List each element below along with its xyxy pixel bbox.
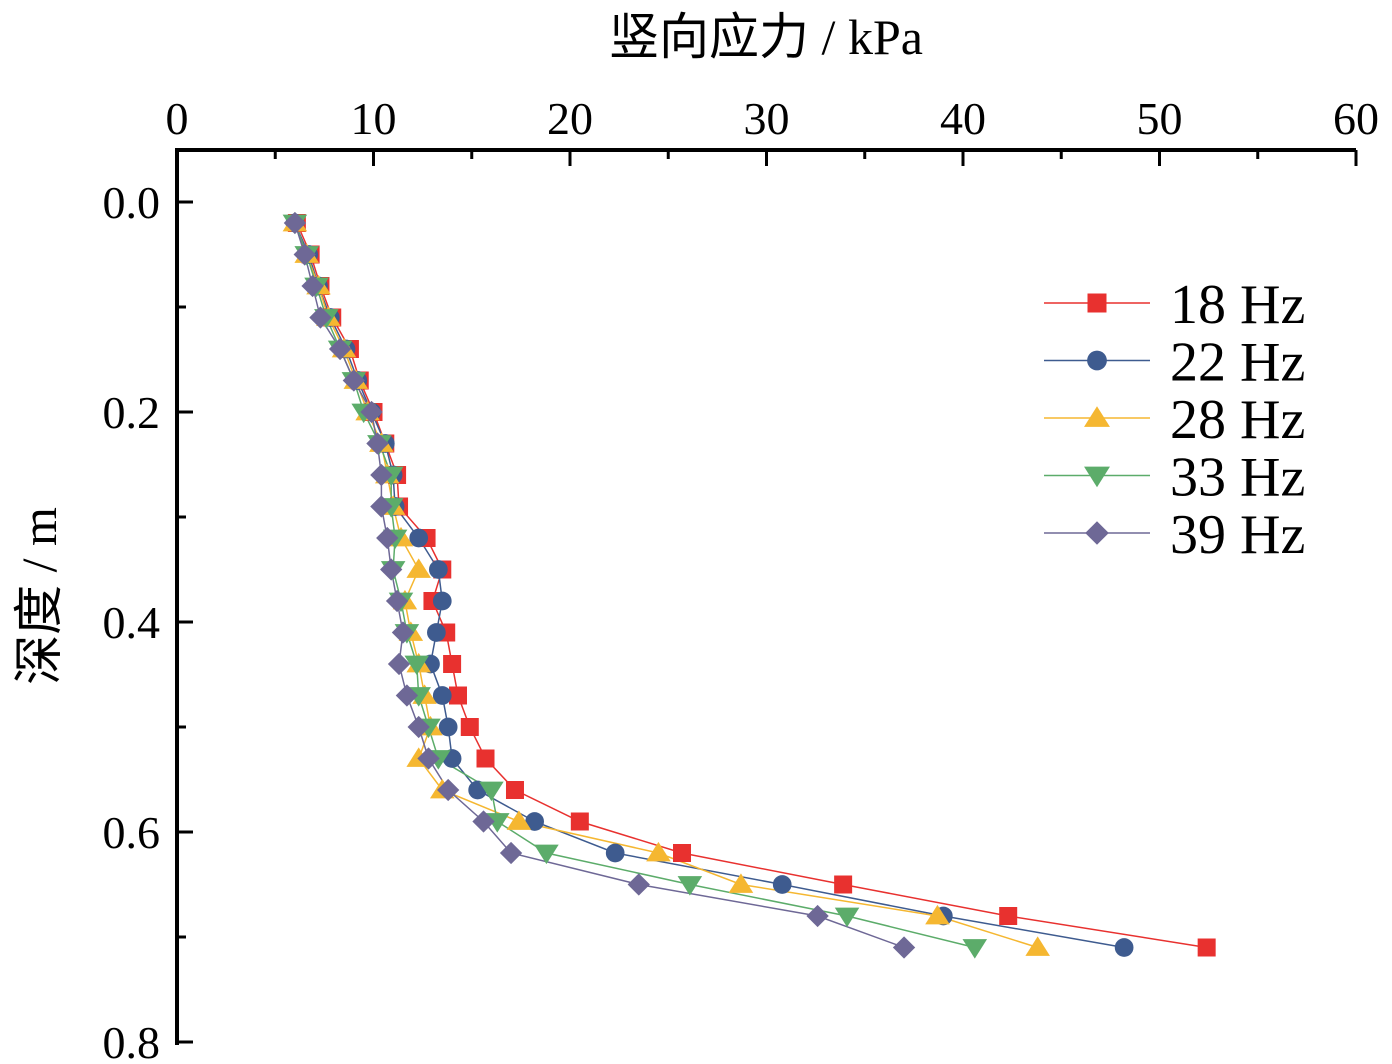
series-points-22hz [285, 213, 1134, 957]
data-point-18hz [570, 812, 589, 831]
data-point-28hz [506, 810, 532, 830]
data-point-39hz [892, 936, 916, 959]
data-point-18hz [460, 718, 479, 736]
data-point-33hz [479, 781, 504, 802]
data-point-39hz [391, 621, 415, 644]
series-markers [282, 211, 1216, 959]
data-point-33hz [677, 876, 703, 896]
data-point-33hz [834, 907, 860, 928]
data-point-39hz [342, 369, 366, 392]
data-point-39hz [376, 526, 399, 550]
legend-item-22hz: 22 Hz [1044, 332, 1305, 394]
data-point-39hz [293, 243, 316, 266]
legend-label: 33 Hz [1170, 447, 1305, 509]
data-point-39hz [395, 684, 419, 707]
data-point-39hz [360, 400, 383, 424]
data-point-22hz [438, 717, 458, 737]
y-tick-label: 0.8 [103, 1017, 161, 1064]
data-point-22hz [409, 528, 429, 548]
data-point-22hz [772, 875, 792, 894]
legend-label: 22 Hz [1170, 332, 1305, 394]
data-point-39hz [385, 589, 409, 613]
data-point-22hz [432, 686, 452, 705]
series-points-18hz [287, 214, 1216, 957]
series-line-22hz [294, 222, 1125, 949]
x-tick-label: 60 [1333, 93, 1379, 144]
data-point-18hz [673, 844, 692, 862]
legend-item-18hz: 18 Hz [1044, 274, 1305, 336]
data-point-28hz [728, 873, 754, 893]
data-point-39hz [309, 306, 332, 329]
data-point-39hz [407, 715, 430, 739]
data-point-39hz [417, 747, 440, 770]
data-point-22hz [427, 623, 446, 642]
x-tick-label: 0 [166, 93, 189, 144]
series-line-18hz [296, 222, 1207, 949]
legend-marker [1084, 466, 1110, 488]
legend-item-28hz: 28 Hz [1044, 389, 1305, 451]
data-point-28hz [406, 558, 431, 578]
chart-axes: 0 10 20 30 40 50 60 0.0 0.2 0.4 0.6 0.8 [103, 93, 1380, 1064]
data-point-28hz [646, 841, 671, 862]
data-point-39hz [387, 652, 411, 676]
data-point-33hz [534, 844, 559, 865]
data-point-28hz [1025, 936, 1050, 956]
data-point-39hz [370, 495, 393, 518]
legend-label: 39 Hz [1170, 504, 1305, 566]
data-point-39hz [301, 274, 324, 298]
data-point-18hz [834, 875, 853, 894]
series-points-28hz [282, 211, 1050, 956]
data-point-22hz [1114, 938, 1134, 957]
data-point-39hz [437, 778, 460, 802]
y-tick-label: 0.6 [103, 807, 161, 858]
data-point-18hz [443, 655, 462, 673]
legend-label: 18 Hz [1170, 274, 1305, 336]
series-points-39hz [283, 211, 916, 959]
data-point-39hz [328, 337, 352, 361]
data-point-39hz [366, 432, 389, 455]
series-line-28hz [294, 222, 1038, 949]
y-tick-label: 0.2 [103, 387, 161, 438]
data-point-18hz [476, 749, 495, 768]
y-axis-title: 深度 / m [11, 507, 67, 685]
data-point-22hz [432, 591, 452, 611]
x-tick-label: 20 [547, 93, 593, 144]
data-point-33hz [962, 939, 988, 959]
y-tick-label: 0.0 [103, 177, 161, 228]
data-point-18hz [505, 781, 524, 799]
data-point-22hz [525, 812, 544, 831]
x-axis-title: 竖向应力 / kPa [609, 9, 923, 65]
data-point-22hz [428, 560, 448, 579]
legend-item-39hz: 39 Hz [1044, 504, 1305, 566]
data-point-39hz [380, 558, 403, 581]
legend-item-33hz: 33 Hz [1044, 447, 1305, 509]
x-tick-label: 30 [744, 93, 790, 144]
legend-marker [1085, 521, 1109, 545]
data-point-39hz [370, 463, 393, 487]
data-point-18hz [999, 907, 1018, 925]
legend-marker [1087, 350, 1107, 371]
legend-marker [1084, 406, 1110, 427]
series-lines [294, 222, 1207, 949]
data-point-39hz [499, 841, 523, 865]
x-tick-label: 10 [351, 93, 397, 144]
legend-marker [1087, 293, 1107, 313]
legend-label: 28 Hz [1170, 389, 1305, 451]
x-tick-label: 50 [1137, 93, 1183, 144]
data-point-18hz [1197, 938, 1216, 957]
data-point-28hz [925, 904, 950, 925]
data-point-39hz [472, 810, 495, 833]
data-point-22hz [605, 843, 625, 863]
data-point-39hz [806, 904, 829, 928]
data-point-39hz [627, 873, 650, 896]
data-point-18hz [448, 686, 467, 705]
y-tick-label: 0.4 [103, 597, 161, 648]
x-tick-label: 40 [940, 93, 986, 144]
data-point-39hz [283, 211, 307, 235]
series-line-39hz [294, 222, 905, 949]
data-point-33hz [404, 655, 430, 676]
